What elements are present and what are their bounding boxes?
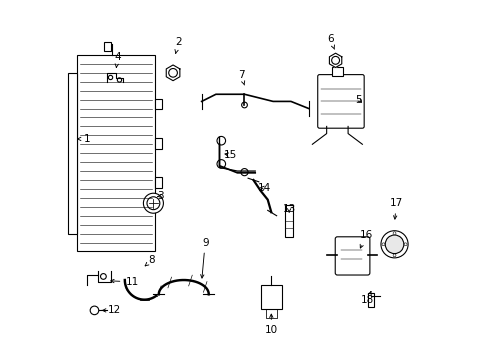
Text: 6: 6	[326, 34, 334, 49]
Polygon shape	[155, 138, 162, 149]
Circle shape	[241, 168, 247, 176]
Circle shape	[90, 306, 99, 315]
Text: 16: 16	[359, 230, 372, 248]
Text: 1: 1	[78, 134, 90, 144]
Circle shape	[217, 159, 225, 168]
Text: 5: 5	[355, 95, 362, 105]
Polygon shape	[329, 53, 341, 67]
Text: 7: 7	[237, 69, 244, 85]
Circle shape	[380, 231, 407, 258]
Circle shape	[101, 274, 106, 279]
Text: 11: 11	[110, 277, 138, 287]
Circle shape	[331, 57, 339, 64]
FancyBboxPatch shape	[317, 75, 364, 128]
Polygon shape	[155, 177, 162, 188]
Circle shape	[392, 232, 395, 235]
Text: 8: 8	[145, 255, 155, 266]
Text: 9: 9	[200, 238, 208, 278]
Text: 3: 3	[157, 191, 163, 201]
Bar	[332, 67, 343, 76]
Bar	[77, 55, 155, 251]
Text: 18: 18	[360, 292, 374, 305]
Polygon shape	[155, 99, 162, 109]
Text: 10: 10	[264, 314, 277, 335]
Circle shape	[385, 235, 403, 253]
Circle shape	[241, 102, 247, 108]
Text: 12: 12	[102, 305, 121, 315]
Circle shape	[143, 193, 163, 213]
Circle shape	[117, 78, 122, 82]
Text: 14: 14	[257, 183, 270, 193]
Polygon shape	[166, 65, 180, 81]
Bar	[104, 42, 111, 51]
Circle shape	[168, 68, 177, 77]
FancyBboxPatch shape	[335, 237, 369, 275]
Text: 17: 17	[389, 198, 402, 219]
Text: 2: 2	[175, 37, 182, 53]
Bar	[285, 205, 293, 237]
Circle shape	[147, 197, 160, 210]
Circle shape	[404, 243, 406, 246]
Text: 15: 15	[223, 150, 236, 160]
Circle shape	[381, 243, 384, 246]
Text: 4: 4	[114, 52, 121, 68]
Circle shape	[217, 136, 225, 145]
Bar	[260, 285, 282, 309]
Text: 13: 13	[282, 203, 295, 213]
Circle shape	[392, 254, 395, 257]
Circle shape	[108, 75, 112, 80]
Bar	[367, 293, 373, 307]
Bar	[67, 73, 77, 234]
